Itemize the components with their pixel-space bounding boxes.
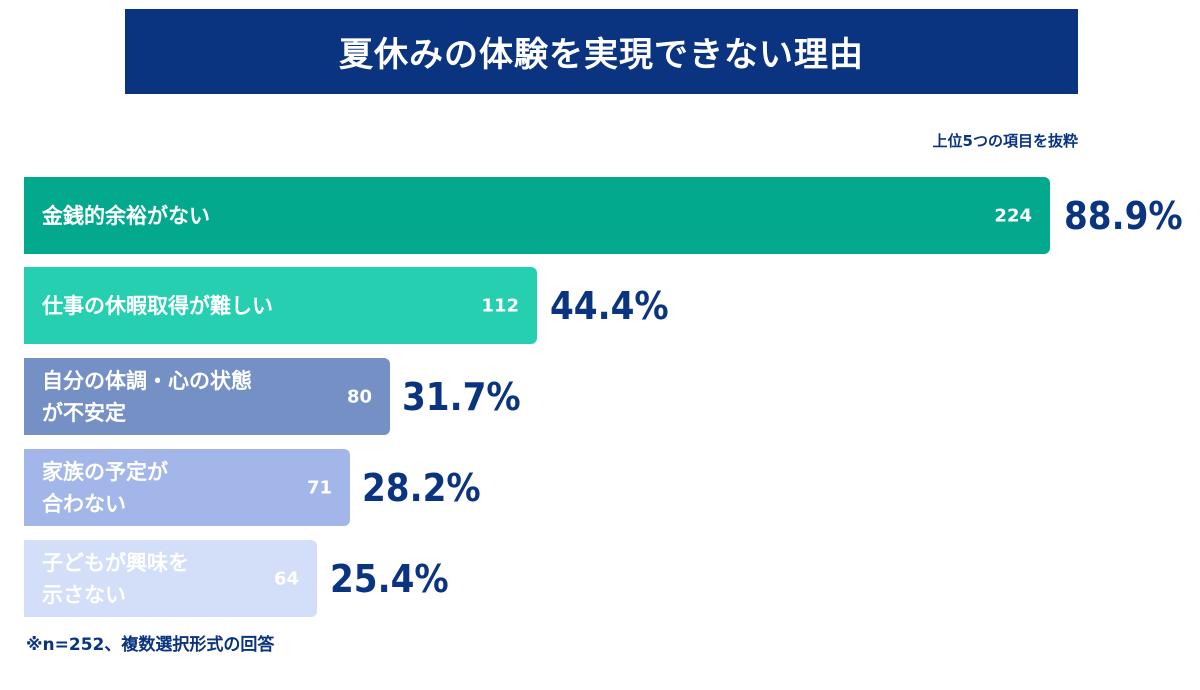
bar-count: 224 <box>994 205 1032 226</box>
bar-count: 64 <box>273 568 299 589</box>
bar: 仕事の休暇取得が難しい 112 <box>24 267 537 344</box>
bar-percent: 28.2% <box>362 465 481 510</box>
bar-percent: 25.4% <box>330 556 449 601</box>
bar-label: 仕事の休暇取得が難しい <box>42 293 273 318</box>
bar-percent: 31.7% <box>402 374 521 419</box>
bar-percent: 88.9% <box>1064 193 1183 238</box>
title-banner: 夏休みの体験を実現できない理由 <box>125 9 1078 94</box>
chart-subtitle: 上位5つの項目を抜粋 <box>932 132 1078 150</box>
bar-label: 金銭的余裕がない <box>42 203 210 228</box>
bar-label: 自分の体調・心の状態 が不安定 <box>42 368 252 425</box>
bar-count: 71 <box>306 477 332 498</box>
bar-count: 112 <box>481 295 519 316</box>
bar-label: 子どもが興味を 示さない <box>42 550 189 607</box>
bar: 金銭的余裕がない 224 <box>24 177 1050 254</box>
bar: 家族の予定が 合わない 71 <box>24 449 350 526</box>
bar-percent: 44.4% <box>550 283 669 328</box>
footnote: ※n=252、複数選択形式の回答 <box>26 635 275 655</box>
bar: 自分の体調・心の状態 が不安定 80 <box>24 358 390 435</box>
bar-label: 家族の予定が 合わない <box>42 459 168 516</box>
bar: 子どもが興味を 示さない 64 <box>24 540 317 617</box>
chart-title: 夏休みの体験を実現できない理由 <box>339 35 864 75</box>
bar-count: 80 <box>346 386 372 407</box>
